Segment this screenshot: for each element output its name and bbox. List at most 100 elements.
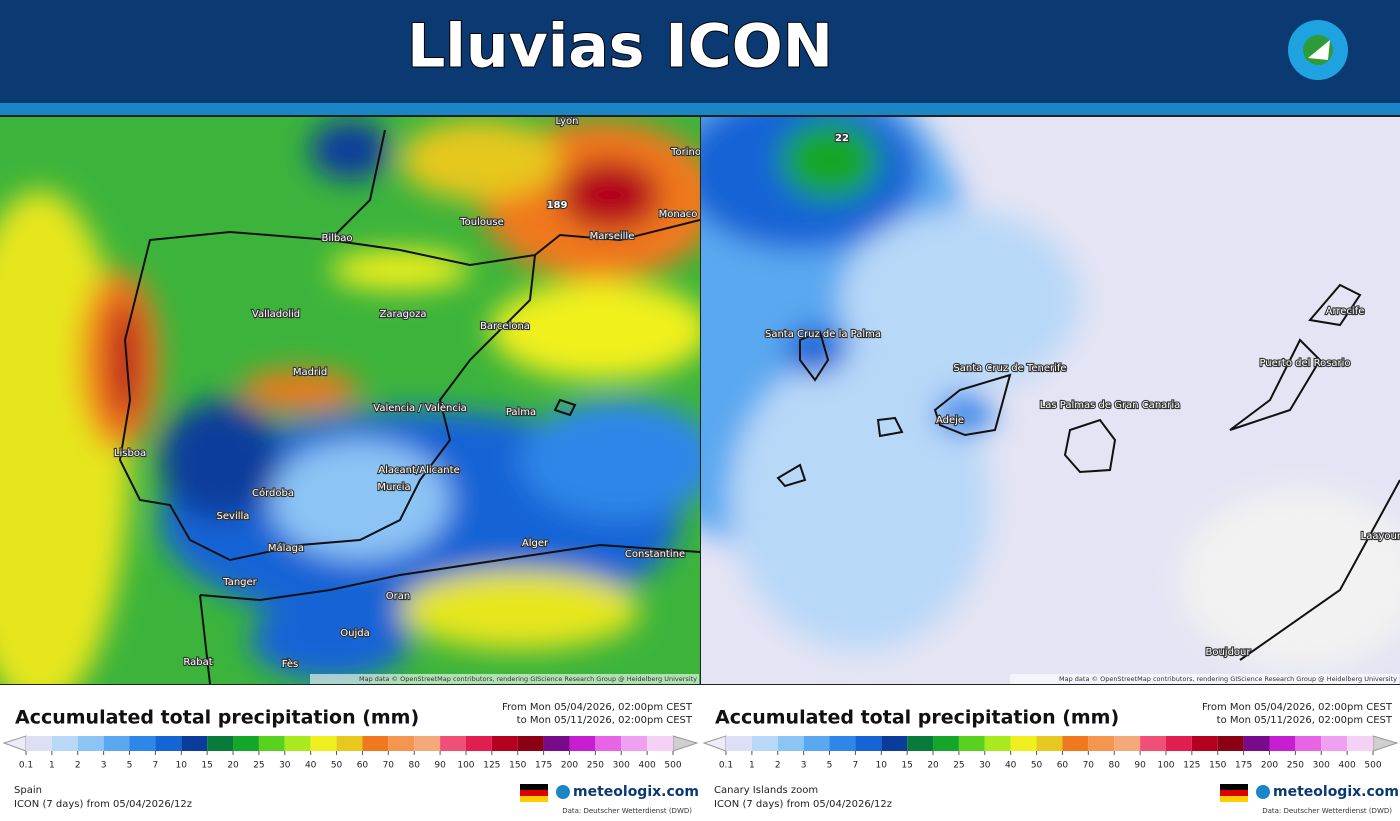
legend-swatch — [726, 736, 752, 751]
legend-swatch — [1140, 736, 1166, 751]
legend-arrow-low — [702, 735, 727, 752]
legend-tick-label: 20 — [927, 761, 939, 771]
legend-swatch — [595, 736, 622, 751]
region-label: Spain — [14, 785, 42, 796]
legend-swatch — [207, 736, 234, 751]
max-value-label: 22 — [835, 133, 849, 144]
place-label: Murcia — [377, 482, 410, 493]
legend-swatch — [1295, 736, 1322, 751]
legend-swatch — [933, 736, 959, 751]
legend-tick-label: 40 — [1005, 761, 1017, 771]
place-label: Lyon — [555, 116, 578, 127]
legend-swatch — [907, 736, 934, 751]
legend-swatch — [26, 736, 52, 751]
legend-spain: Accumulated total precipitation (mm) From… — [2, 702, 699, 815]
legend-tick-label: 60 — [1057, 761, 1069, 771]
legend-tick-label: 50 — [1031, 761, 1043, 771]
legend-tick-label: 90 — [434, 761, 446, 771]
legend-swatch — [414, 736, 441, 751]
legend-swatch — [77, 736, 104, 751]
legend-tick-label: 30 — [979, 761, 991, 771]
legend-swatch — [103, 736, 130, 751]
flag-stripe — [1220, 796, 1248, 802]
legend-arrow-high — [1372, 735, 1399, 752]
header-stripe — [0, 103, 1400, 115]
legend-swatch — [129, 736, 156, 751]
place-label: Córdoba — [252, 487, 294, 499]
legend-swatch — [310, 736, 337, 751]
legend-tick-label: 400 — [1339, 761, 1356, 771]
run-label: ICON (7 days) from 05/04/2026/12z — [714, 799, 892, 810]
legend-tick-label: 50 — [331, 761, 343, 771]
attribution: Map data © OpenStreetMap contributors, r… — [1059, 675, 1397, 683]
legend-tick-label: 250 — [1287, 761, 1304, 771]
legend-swatch — [881, 736, 908, 751]
legend-swatch — [440, 736, 466, 751]
flag-stripe — [520, 796, 548, 802]
legend-tick-label: 400 — [639, 761, 656, 771]
place-label: Valladolid — [252, 309, 300, 320]
legend-tick-label: 1 — [749, 761, 755, 771]
legend-tick-label: 5 — [827, 761, 833, 771]
legend-swatch — [569, 736, 596, 751]
legend-tick-label: 30 — [279, 761, 291, 771]
legend-swatch — [1114, 736, 1141, 751]
legend-tick-label: 0.1 — [719, 761, 733, 771]
place-label: Oran — [386, 591, 410, 602]
legend-tick-label: 300 — [1313, 761, 1330, 771]
place-label: Alacant/Alicante — [378, 465, 459, 476]
place-labels: 22 Santa Cruz de la Palma Santa Cruz de Te… — [764, 132, 1400, 659]
map-canary — [701, 117, 1400, 684]
place-label: Puerto del Rosario — [1259, 358, 1350, 369]
legend-tick-label: 7 — [853, 761, 859, 771]
legend-swatch — [621, 736, 648, 751]
flag-stripe — [1220, 784, 1248, 790]
legend-from: From Mon 05/04/2026, 02:00pm CEST — [1202, 702, 1393, 713]
legend-tick-label: 200 — [561, 761, 578, 771]
legend-tick-label: 0.1 — [19, 761, 33, 771]
legend-swatch — [803, 736, 830, 751]
logo — [1288, 20, 1348, 80]
legend-swatch — [777, 736, 804, 751]
place-label: Las Palmas de Gran Canaria — [1040, 400, 1181, 411]
legend-swatch — [155, 736, 182, 751]
legend-tick-label: 3 — [801, 761, 807, 771]
legend-tick-label: 80 — [1108, 761, 1120, 771]
legend-tick-label: 20 — [227, 761, 239, 771]
legend-swatch — [388, 736, 415, 751]
legend-from: From Mon 05/04/2026, 02:00pm CEST — [502, 702, 693, 713]
legend-swatch — [543, 736, 570, 751]
legend-title: Accumulated total precipitation (mm) — [715, 707, 1119, 729]
legend-title: Accumulated total precipitation (mm) — [15, 707, 419, 729]
legend-swatch — [751, 736, 778, 751]
place-label: Barcelona — [480, 321, 530, 332]
flag-stripe — [520, 790, 548, 796]
place-labels: 189 Bilbao Toulouse Marseille Monaco Torino Ly… — [113, 116, 701, 671]
attribution: Map data © OpenStreetMap contributors, r… — [359, 675, 697, 683]
legend-tick-label: 2 — [775, 761, 781, 771]
legend-tick-label: 100 — [1157, 761, 1174, 771]
legend-swatch — [362, 736, 389, 751]
place-label: Sevilla — [217, 511, 250, 522]
legend-swatch — [1088, 736, 1115, 751]
legend-swatch — [336, 736, 363, 751]
legend-tick-label: 3 — [101, 761, 107, 771]
legend-swatch — [984, 736, 1011, 751]
legend-swatch — [258, 736, 285, 751]
place-label: Madrid — [293, 367, 327, 378]
place-label: Málaga — [268, 542, 304, 554]
place-label: Oujda — [340, 628, 369, 639]
legend-tick-label: 10 — [876, 761, 888, 771]
brand: meteologix.com — [573, 784, 699, 800]
attribution-bg — [310, 674, 699, 684]
legend-tick-label: 40 — [305, 761, 317, 771]
place-label: Torino — [670, 147, 701, 158]
legend-tick-label: 25 — [253, 761, 264, 771]
legend-tick-label: 7 — [153, 761, 159, 771]
legend-swatch — [465, 736, 492, 751]
place-label: Boujdour — [1205, 647, 1251, 658]
legend-tick-label: 500 — [1364, 761, 1381, 771]
legend-tick-label: 300 — [613, 761, 630, 771]
legend-swatch — [1036, 736, 1063, 751]
flag-stripe — [1220, 790, 1248, 796]
